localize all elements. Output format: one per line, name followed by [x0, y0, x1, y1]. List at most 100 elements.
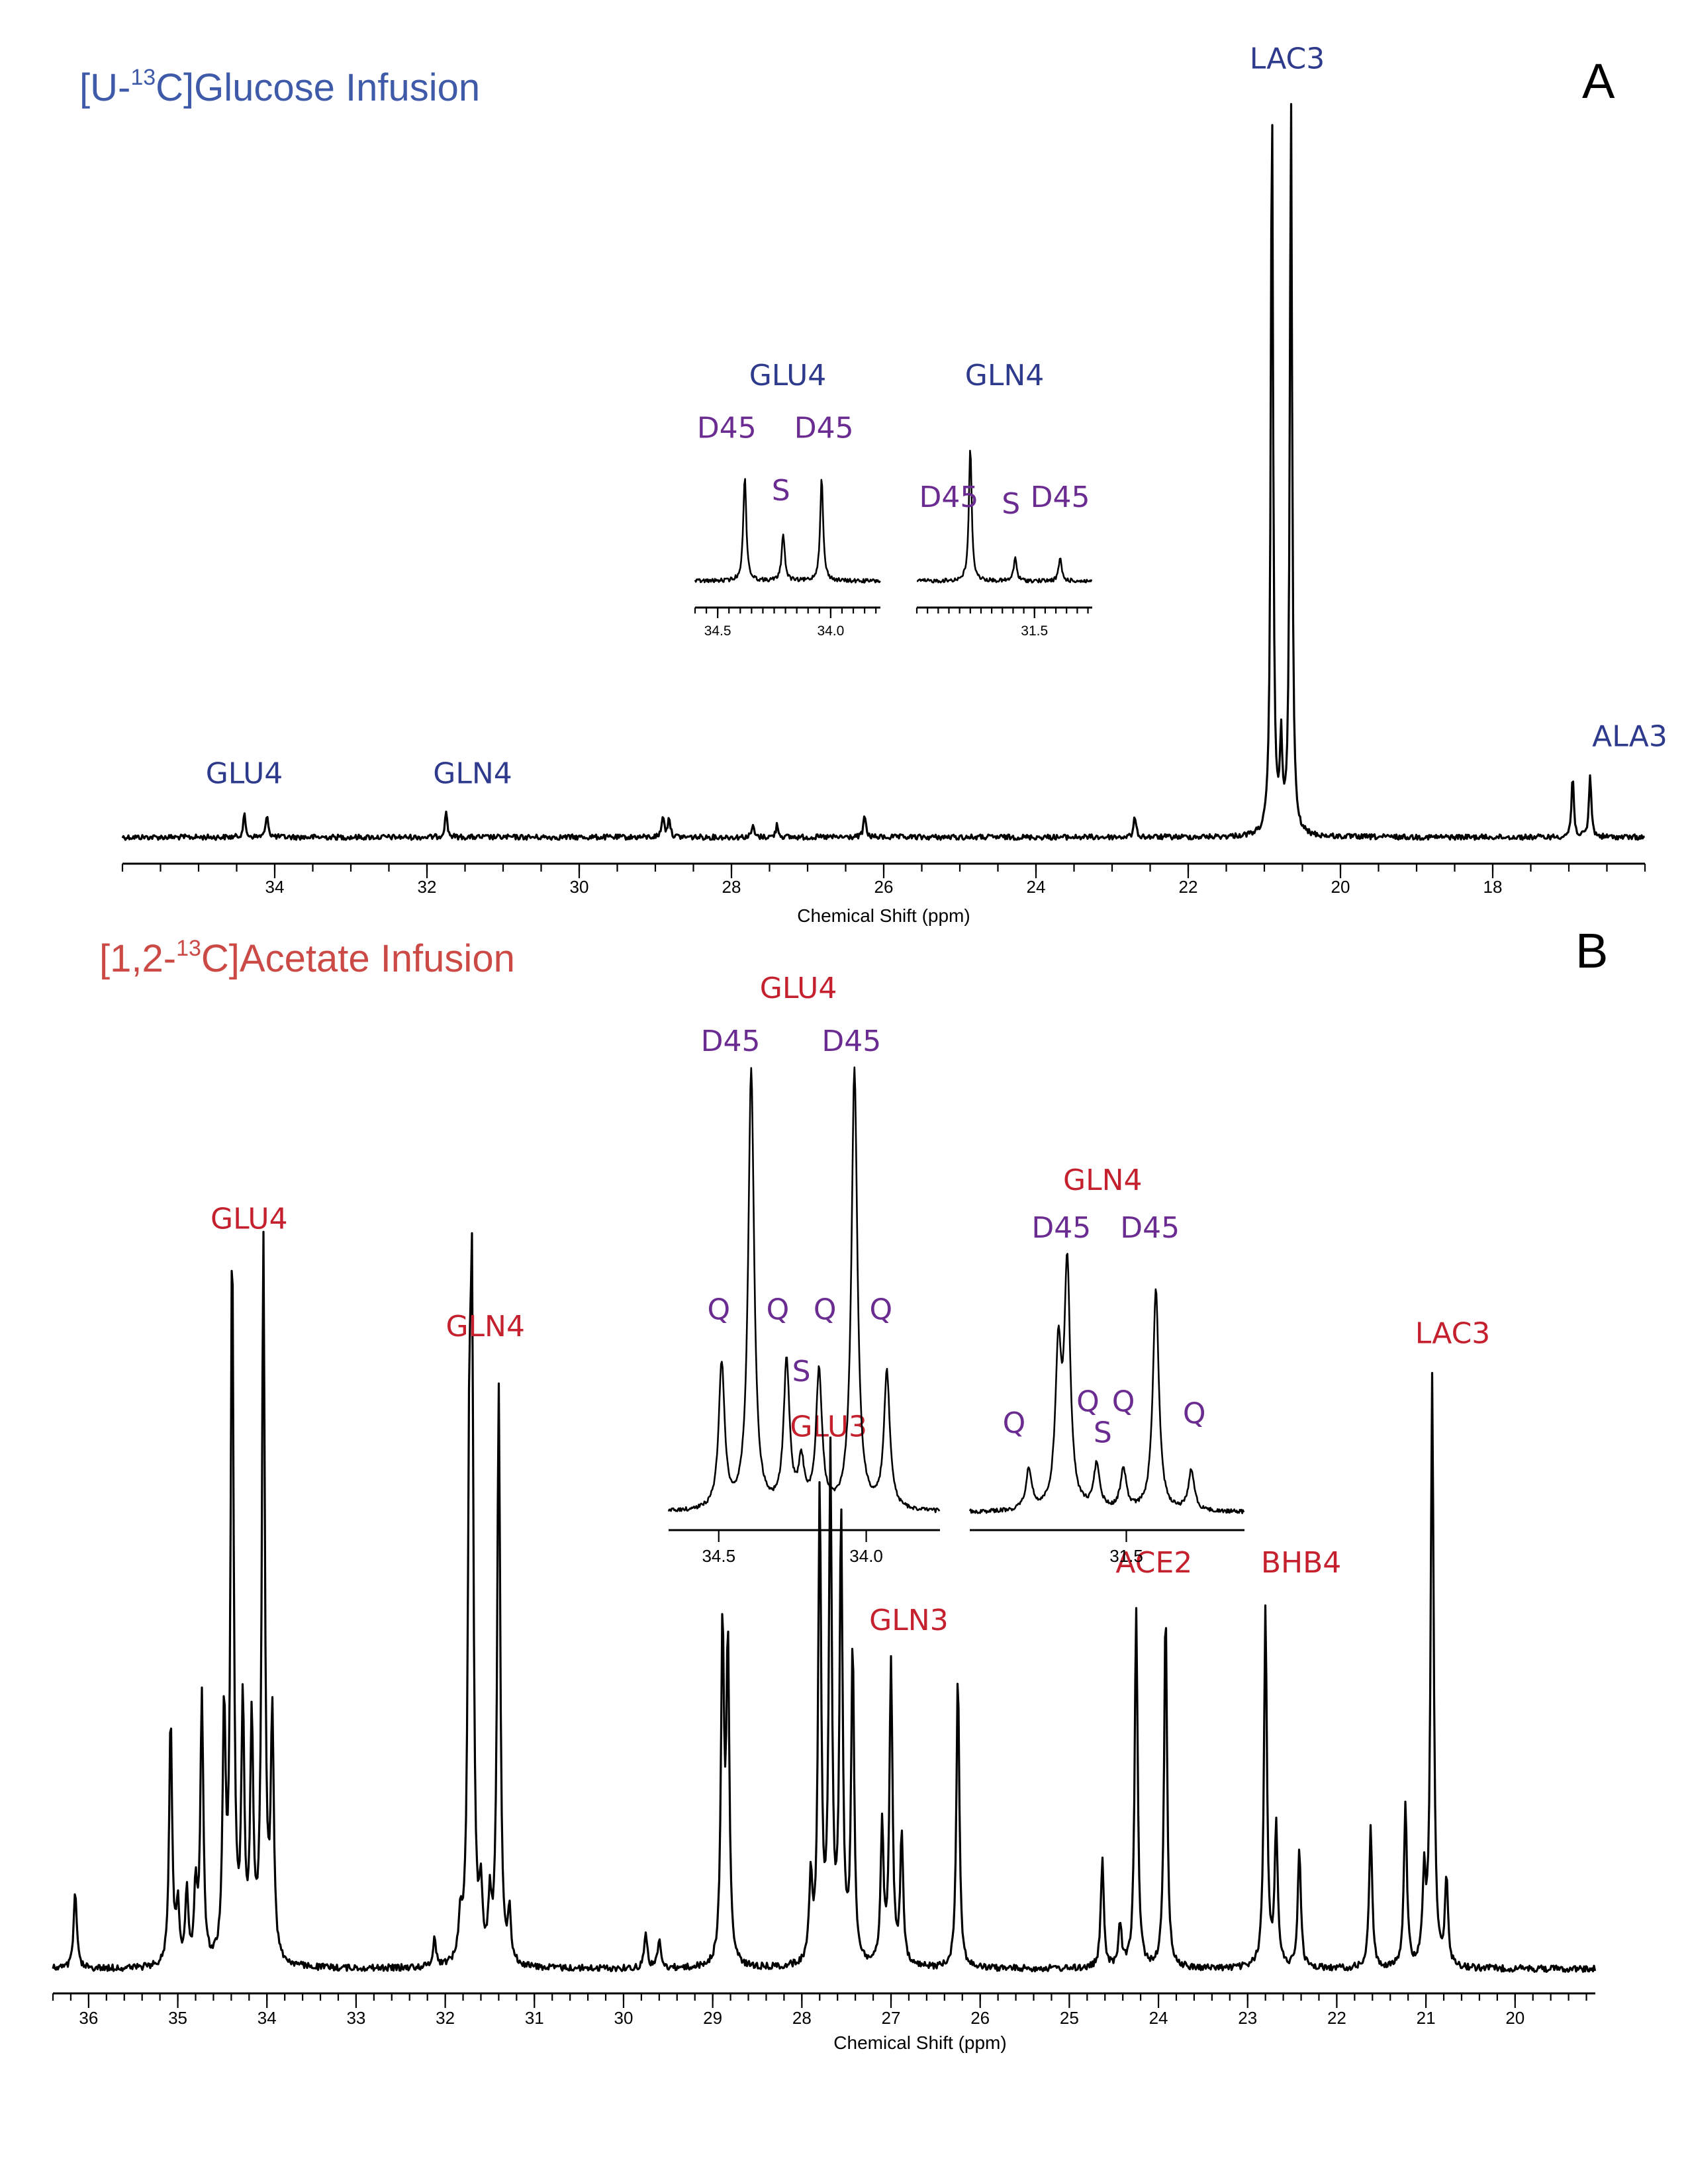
multiplet-label-q: Q — [1003, 1406, 1026, 1440]
inset-x-tick-labels: 31.5 — [1109, 1546, 1143, 1566]
panel-b-x-tick-label: 26 — [970, 2008, 990, 2028]
panel-a-x-tick-labels: 34 32 30 28 26 24 22 20 18 — [265, 877, 1503, 897]
panel-a: [U-13C]Glucose Infusion A 34 32 30 28 26 24 22… — [79, 42, 1667, 927]
panel-a-inset-gln4: GLN4 31.5 D45 S D45 — [915, 359, 1093, 639]
multiplet-label-d45: D45 — [794, 411, 854, 445]
panel-a-x-tick-label: 32 — [418, 877, 437, 897]
peak-label-glu4: GLU4 — [206, 757, 283, 791]
panel-a-x-axis-label: Chemical Shift (ppm) — [797, 905, 970, 926]
inset-title: GLN4 — [965, 359, 1045, 392]
panel-b-title: [1,2-13C]Acetate Infusion — [99, 936, 515, 980]
multiplet-label-s: S — [772, 474, 790, 508]
panel-b-x-ticks — [52, 1993, 1587, 2008]
panel-b-x-axis-label: Chemical Shift (ppm) — [833, 2032, 1006, 2053]
panel-b-x-tick-label: 30 — [614, 2008, 633, 2028]
multiplet-label-q: Q — [1112, 1385, 1135, 1419]
multiplet-label-q: Q — [870, 1293, 893, 1327]
panel-a-title: [U-13C]Glucose Infusion — [79, 65, 480, 109]
multiplet-label-d45: D45 — [1031, 480, 1090, 514]
panel-a-spectrum-line — [121, 103, 1646, 841]
panel-a-peak-labels: GLU4 GLN4 LAC3 ALA3 — [206, 42, 1667, 791]
inset-spectrum-line — [694, 478, 881, 584]
panel-a-x-tick-label: 20 — [1331, 877, 1350, 897]
inset-spectrum-line — [667, 1066, 941, 1514]
panel-b-x-tick-label: 31 — [525, 2008, 544, 2028]
multiplet-label-q: Q — [707, 1293, 730, 1327]
panel-a-x-ticks — [121, 864, 1646, 878]
multiplet-label-s: S — [1094, 1416, 1112, 1449]
peak-label-ala3: ALA3 — [1592, 719, 1667, 753]
panel-b-x-tick-label: 36 — [79, 2008, 98, 2028]
multiplet-label-d45: D45 — [701, 1024, 761, 1058]
panel-a-x-tick-label: 30 — [570, 877, 589, 897]
panel-b-letter: B — [1575, 923, 1608, 978]
panel-b-x-tick-label: 25 — [1060, 2008, 1079, 2028]
multiplet-label-q: Q — [767, 1293, 790, 1327]
panel-b-x-tick-labels: 36 35 34 33 32 31 30 29 28 27 26 25 24 23 22 21 20 — [79, 2008, 1524, 2028]
inset-x-tick-label: 34.0 — [849, 1546, 883, 1566]
panel-b: [1,2-13C]Acetate Infusion B 36 35 34 33 32 31… — [52, 923, 1608, 2053]
panel-a-x-tick-label: 24 — [1027, 877, 1046, 897]
panel-a-x-tick-label: 18 — [1483, 877, 1503, 897]
multiplet-label-d45: D45 — [697, 411, 757, 445]
peak-label-lac3: LAC3 — [1415, 1317, 1491, 1351]
inset-title: GLN4 — [1063, 1163, 1143, 1197]
inset-x-tick-label: 34.5 — [702, 1546, 735, 1566]
inset-x-tick-label: 34.5 — [704, 623, 731, 639]
inset-multiplet-labels: D45 S D45 — [919, 480, 1090, 521]
panel-b-x-tick-label: 34 — [258, 2008, 277, 2028]
panel-b-x-tick-label: 32 — [436, 2008, 455, 2028]
multiplet-label-q: Q — [1076, 1385, 1100, 1419]
peak-label-glu4: GLU4 — [211, 1202, 288, 1236]
inset-x-tick-label: 31.5 — [1109, 1546, 1143, 1566]
inset-x-ticks — [1125, 1530, 1127, 1542]
panel-a-letter: A — [1582, 54, 1615, 109]
panel-a-x-tick-label: 22 — [1179, 877, 1198, 897]
inset-title: GLU4 — [760, 972, 837, 1005]
inset-x-tick-label: 31.5 — [1021, 623, 1048, 639]
multiplet-label-s: S — [1002, 487, 1020, 521]
panel-b-x-tick-label: 35 — [168, 2008, 187, 2028]
inset-title: GLU4 — [749, 359, 827, 392]
peak-label-gln4: GLN4 — [433, 757, 512, 791]
panel-b-x-tick-label: 22 — [1327, 2008, 1346, 2028]
panel-b-x-tick-label: 20 — [1505, 2008, 1524, 2028]
inset-x-tick-labels: 31.5 — [1021, 623, 1048, 639]
panel-a-x-tick-label: 28 — [722, 877, 741, 897]
multiplet-label-q: Q — [1183, 1397, 1206, 1431]
inset-spectrum-line — [916, 449, 1093, 584]
peak-label-gln3: GLN3 — [869, 1604, 949, 1637]
panel-b-x-tick-label: 33 — [346, 2008, 365, 2028]
panel-a-x-tick-label: 34 — [265, 877, 285, 897]
peak-label-lac3: LAC3 — [1250, 42, 1325, 76]
panel-b-x-tick-label: 29 — [703, 2008, 722, 2028]
inset-x-ticks — [718, 1530, 867, 1542]
panel-b-x-tick-label: 24 — [1149, 2008, 1168, 2028]
peak-label-gln4: GLN4 — [445, 1310, 525, 1343]
inset-x-tick-labels: 34.5 34.0 — [702, 1546, 882, 1566]
multiplet-label-d45: D45 — [919, 480, 979, 514]
panel-b-x-tick-label: 23 — [1238, 2008, 1257, 2028]
multiplet-label-s: S — [792, 1355, 811, 1388]
inset-x-ticks — [915, 608, 1089, 618]
panel-b-peak-labels: GLU4 GLN4 GLU3 GLN3 ACE2 BHB4 LAC3 — [211, 1202, 1490, 1637]
inset-x-tick-labels: 34.5 34.0 — [704, 623, 845, 639]
inset-x-ticks — [694, 608, 877, 618]
multiplet-label-d45: D45 — [821, 1024, 881, 1058]
multiplet-label-d45: D45 — [1031, 1211, 1091, 1245]
multiplet-label-d45: D45 — [1120, 1211, 1180, 1245]
inset-spectrum-line — [968, 1253, 1245, 1514]
peak-label-ace2: ACE2 — [1115, 1546, 1192, 1580]
peak-label-glu3: GLU3 — [790, 1410, 867, 1443]
panel-b-x-tick-label: 27 — [882, 2008, 901, 2028]
inset-x-tick-label: 34.0 — [817, 623, 844, 639]
multiplet-label-q: Q — [814, 1293, 837, 1327]
panel-b-x-tick-label: 28 — [792, 2008, 812, 2028]
panel-b-x-tick-label: 21 — [1417, 2008, 1436, 2028]
